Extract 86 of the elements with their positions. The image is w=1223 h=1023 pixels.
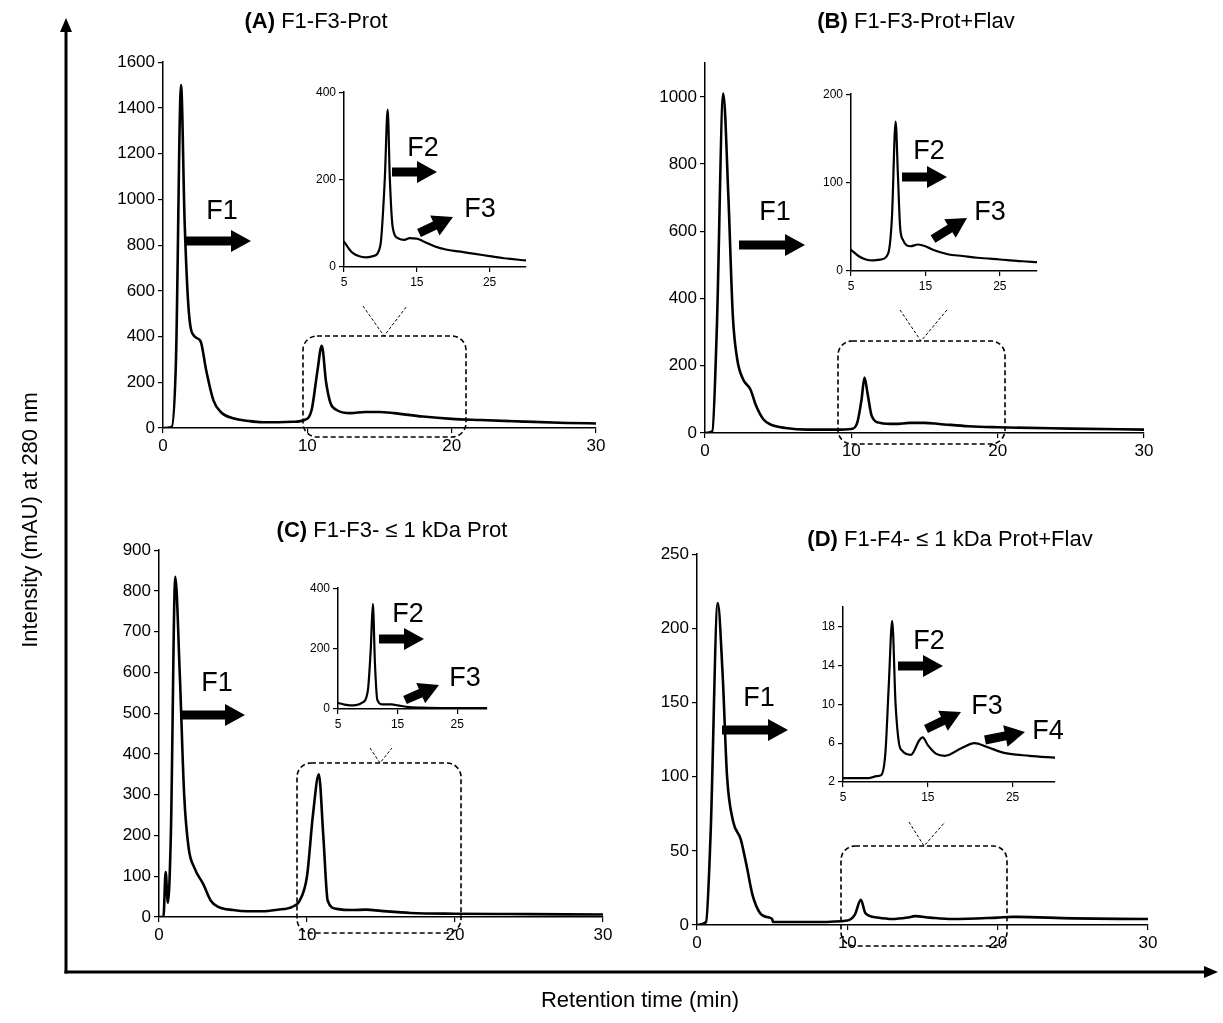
y-tick-label: 200	[660, 618, 689, 638]
y-tick-label: 14	[821, 657, 836, 672]
x-tick-label: 30	[1134, 440, 1154, 460]
y-tick-label: 300	[122, 784, 151, 804]
x-tick-label: 20	[988, 932, 1008, 952]
y-tick-label: 1200	[117, 143, 155, 163]
y-tick-label: 200	[126, 371, 155, 391]
x-tick-label: 20	[445, 924, 465, 944]
y-tick-label: 18	[821, 618, 836, 633]
x-tick-label: 5	[334, 716, 342, 731]
y-tick-label: 200	[822, 86, 844, 101]
y-tick-label: 400	[122, 743, 151, 763]
y-tick-label: 400	[668, 288, 697, 308]
y-tick-label: 800	[126, 234, 155, 254]
annotation: F3	[449, 661, 481, 693]
x-tick-label: 0	[700, 440, 710, 460]
y-tick-label: 0	[145, 417, 155, 437]
y-tick-label: 500	[122, 702, 151, 722]
x-tick-label: 25	[450, 716, 465, 731]
y-tick-label: 800	[668, 153, 697, 173]
y-tick-label: 200	[315, 171, 337, 186]
y-tick-label: 800	[122, 580, 151, 600]
y-tick-label: 0	[329, 259, 337, 274]
y-tick-label: 400	[309, 580, 331, 595]
annotation: F3	[464, 192, 496, 224]
y-tick-label: 0	[323, 701, 331, 716]
annotation: F4	[1032, 714, 1064, 746]
x-tick-label: 15	[921, 789, 935, 804]
y-tick-label: 6	[828, 735, 836, 750]
annotation: F1	[759, 195, 791, 227]
chart-title: (B) F1-F3-Prot+Flav	[817, 8, 1015, 34]
y-tick-label: 200	[309, 640, 331, 655]
y-tick-label: 200	[122, 825, 151, 845]
y-axis-title: Intensity (mAU) at 280 nm	[17, 392, 43, 648]
x-tick-label: 30	[593, 924, 613, 944]
y-tick-label: 250	[660, 543, 689, 563]
x-tick-label: 15	[410, 274, 424, 289]
y-tick-label: 100	[822, 174, 844, 189]
x-tick-label: 0	[158, 435, 168, 455]
y-tick-label: 1400	[117, 97, 155, 117]
y-tick-label: 600	[122, 662, 151, 682]
y-tick-label: 1600	[117, 51, 155, 71]
annotation: F2	[392, 597, 424, 629]
annotation: F1	[206, 194, 238, 226]
x-axis-title: Retention time (min)	[540, 987, 740, 1013]
annotation: F3	[974, 195, 1006, 227]
y-tick-label: 900	[122, 539, 151, 559]
y-tick-label: 400	[126, 326, 155, 346]
y-tick-label: 100	[660, 766, 689, 786]
annotation: F2	[913, 134, 945, 166]
x-tick-label: 5	[847, 278, 855, 293]
y-tick-label: 0	[836, 263, 844, 278]
y-tick-label: 700	[122, 621, 151, 641]
y-tick-label: 600	[126, 280, 155, 300]
y-tick-label: 0	[687, 422, 697, 442]
y-tick-label: 1000	[659, 86, 697, 106]
y-tick-label: 10	[821, 696, 836, 711]
annotation: F2	[913, 624, 945, 656]
x-tick-label: 25	[993, 278, 1007, 293]
y-tick-label: 200	[668, 355, 697, 375]
x-tick-label: 5	[839, 789, 847, 804]
chart-title: (A) F1-F3-Prot	[244, 8, 388, 34]
annotation: F3	[971, 689, 1003, 721]
annotation: F2	[407, 131, 439, 163]
chart-title: (C) F1-F3- ≤ 1 kDa Prot	[276, 517, 508, 543]
y-tick-label: 600	[668, 220, 697, 240]
y-tick-label: 400	[315, 84, 337, 99]
annotation: F1	[743, 681, 775, 713]
x-tick-label: 20	[442, 435, 462, 455]
y-tick-label: 150	[660, 692, 689, 712]
y-tick-label: 1000	[117, 189, 155, 209]
y-tick-label: 100	[122, 865, 151, 885]
x-tick-label: 15	[918, 278, 933, 293]
x-tick-label: 30	[586, 435, 606, 455]
x-tick-label: 30	[1138, 932, 1158, 952]
y-tick-label: 0	[141, 906, 151, 926]
y-tick-label: 50	[670, 840, 689, 860]
x-tick-label: 5	[340, 274, 348, 289]
y-tick-label: 2	[828, 774, 836, 789]
annotation: F1	[201, 666, 233, 698]
x-tick-label: 25	[482, 274, 497, 289]
chart-title: (D) F1-F4- ≤ 1 kDa Prot+Flav	[807, 526, 1093, 552]
x-tick-label: 10	[841, 440, 861, 460]
x-tick-label: 20	[988, 440, 1008, 460]
x-tick-label: 25	[1005, 789, 1020, 804]
x-tick-label: 15	[390, 716, 405, 731]
